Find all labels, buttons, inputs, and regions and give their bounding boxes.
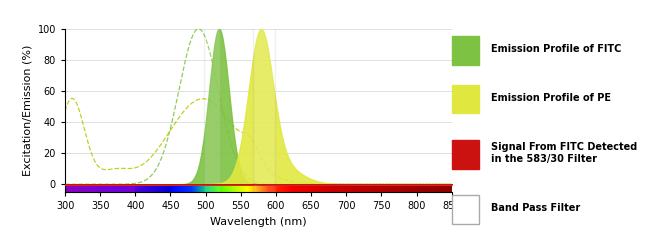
Text: 583/30: 583/30 (0, 239, 1, 240)
Text: Band Pass Filter: Band Pass Filter (491, 203, 580, 213)
Bar (203, 26, 220, 192)
Bar (452, 195, 479, 224)
Bar (452, 36, 479, 65)
Text: Signal From FITC Detected
in the 583/30 Filter: Signal From FITC Detected in the 583/30 … (491, 142, 637, 164)
Text: 509/24: 509/24 (0, 239, 1, 240)
X-axis label: Wavelength (nm): Wavelength (nm) (210, 216, 307, 227)
Bar (452, 140, 479, 168)
Bar (452, 85, 479, 113)
Y-axis label: Excitation/Emission (%): Excitation/Emission (%) (22, 45, 32, 176)
Text: Emission Profile of FITC: Emission Profile of FITC (491, 44, 621, 54)
Bar (254, 26, 274, 192)
Text: Emission Profile of PE: Emission Profile of PE (491, 93, 611, 103)
